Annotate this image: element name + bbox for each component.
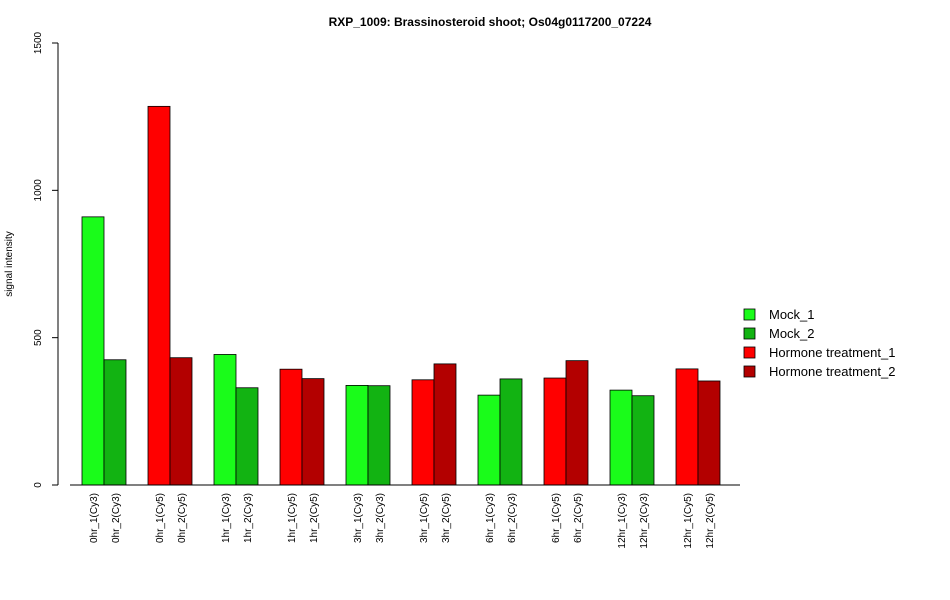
- x-tick-label: 12hr_1(Cy5): [683, 493, 694, 549]
- bar: [609, 389, 633, 486]
- bar: [433, 363, 457, 486]
- bar: [103, 359, 127, 486]
- bar: [345, 385, 369, 486]
- y-tick-label: 1500: [33, 31, 44, 54]
- x-tick-label: 0hr_2(Cy5): [177, 493, 188, 543]
- x-tick-label: 0hr_1(Cy3): [89, 493, 100, 543]
- x-tick-label: 1hr_2(Cy3): [243, 493, 254, 543]
- legend: Mock_1 Mock_2 Hormone treatment_1 Hormone t…: [743, 307, 895, 379]
- bar: [631, 395, 655, 486]
- x-tick-label: 6hr_2(Cy5): [573, 493, 584, 543]
- y-axis: 0 500 1000 1500: [33, 31, 59, 488]
- legend-swatch: [743, 365, 756, 378]
- y-tick-label: 500: [33, 329, 44, 346]
- x-tick-label: 6hr_2(Cy3): [507, 493, 518, 543]
- legend-label: Mock_1: [769, 307, 815, 322]
- x-tick-label: 0hr_2(Cy3): [111, 493, 122, 543]
- bar: [169, 357, 193, 486]
- x-tick-label: 12hr_1(Cy3): [617, 493, 628, 549]
- bar: [697, 380, 721, 486]
- x-tick-label: 12hr_2(Cy5): [705, 493, 716, 549]
- legend-label: Mock_2: [769, 326, 815, 341]
- bar: [367, 385, 391, 486]
- x-tick-label: 1hr_1(Cy5): [287, 493, 298, 543]
- x-tick-label: 1hr_2(Cy5): [309, 493, 320, 543]
- x-tick-label: 1hr_1(Cy3): [221, 493, 232, 543]
- bar: [411, 379, 435, 486]
- bar: [279, 368, 303, 486]
- legend-swatch: [743, 327, 756, 340]
- bar: [213, 354, 237, 486]
- y-tick-label: 1000: [33, 179, 44, 202]
- legend-swatch: [743, 308, 756, 321]
- x-tick-label: 3hr_2(Cy3): [375, 493, 386, 543]
- bar: [565, 360, 589, 486]
- x-tick-label: 6hr_1(Cy3): [485, 493, 496, 543]
- legend-label: Hormone treatment_1: [769, 345, 895, 360]
- bar: [675, 368, 699, 486]
- legend-label: Hormone treatment_2: [769, 364, 895, 379]
- bar: [81, 216, 105, 486]
- x-tick-label: 3hr_2(Cy5): [441, 493, 452, 543]
- chart-title: RXP_1009: Brassinosteroid shoot; Os04g01…: [329, 15, 652, 29]
- legend-swatch: [743, 346, 756, 359]
- x-tick-labels: 0hr_1(Cy3) 0hr_2(Cy3) 0hr_1(Cy5) 0hr_2(Cy5)…: [89, 493, 716, 549]
- bars: [81, 105, 721, 486]
- bar: [499, 378, 523, 486]
- x-tick-label: 3hr_1(Cy5): [419, 493, 430, 543]
- x-tick-label: 0hr_1(Cy5): [155, 493, 166, 543]
- bar: [235, 387, 259, 486]
- bar: [543, 377, 567, 486]
- x-tick-label: 6hr_1(Cy5): [551, 493, 562, 543]
- x-tick-label: 12hr_2(Cy3): [639, 493, 650, 549]
- y-axis-label: signal intensity: [4, 231, 15, 297]
- bar: [301, 378, 325, 486]
- bar: [147, 105, 171, 486]
- x-tick-label: 3hr_1(Cy3): [353, 493, 364, 543]
- y-tick-label: 0: [33, 482, 44, 488]
- bar: [477, 394, 501, 486]
